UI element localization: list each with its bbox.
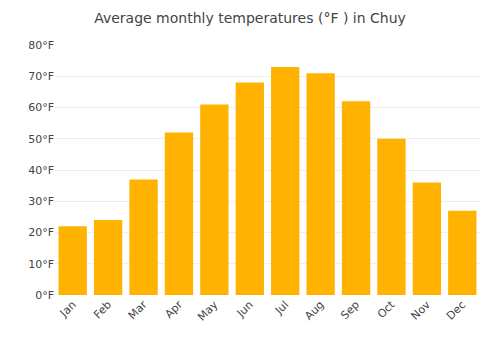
svg-text:Apr: Apr — [162, 298, 185, 321]
svg-text:Mar: Mar — [126, 298, 150, 322]
svg-text:70°F: 70°F — [28, 70, 54, 83]
svg-text:40°F: 40°F — [28, 164, 54, 177]
svg-text:Jul: Jul — [272, 298, 291, 317]
svg-text:10°F: 10°F — [28, 258, 54, 271]
svg-text:Oct: Oct — [375, 298, 398, 321]
svg-text:Feb: Feb — [91, 298, 114, 321]
svg-text:50°F: 50°F — [28, 133, 54, 146]
svg-text:Sep: Sep — [338, 298, 362, 322]
svg-text:Nov: Nov — [409, 298, 434, 323]
svg-text:Jun: Jun — [234, 298, 256, 320]
svg-text:0°F: 0°F — [35, 289, 54, 302]
svg-text:60°F: 60°F — [28, 101, 54, 114]
svg-text:80°F: 80°F — [28, 39, 54, 52]
svg-text:30°F: 30°F — [28, 195, 54, 208]
svg-text:Dec: Dec — [444, 298, 468, 322]
svg-text:Jan: Jan — [57, 298, 79, 320]
svg-text:20°F: 20°F — [28, 226, 54, 239]
svg-text:May: May — [195, 298, 221, 324]
svg-text:Aug: Aug — [302, 298, 326, 322]
svg-text:Average monthly temperatures (: Average monthly temperatures (°F ) in Ch… — [94, 10, 406, 26]
